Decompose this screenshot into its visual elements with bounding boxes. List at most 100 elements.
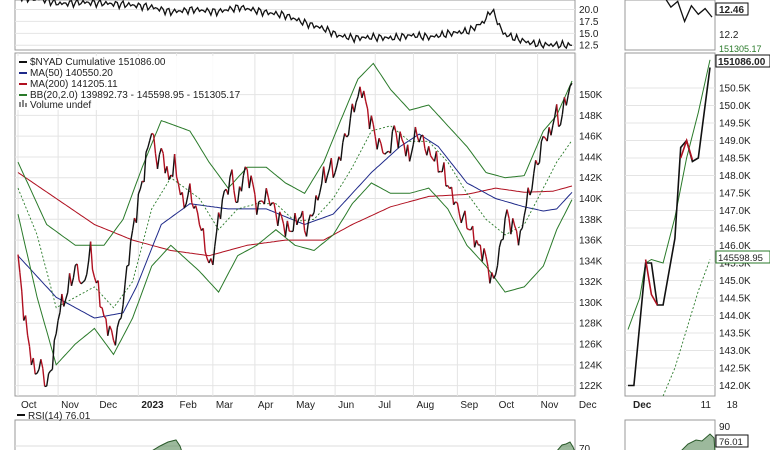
nyad-segment [173, 153, 178, 177]
right-y-tick-label: 147.0K [719, 206, 751, 217]
nyad-segment [76, 263, 80, 281]
y-tick-label: 130K [579, 298, 603, 309]
nyad-segment [313, 195, 317, 213]
x-tick-label: Feb [180, 400, 198, 411]
nyad-segment [455, 201, 458, 204]
legend-item-volume: Volume undef [19, 100, 91, 111]
nyad-segment [265, 188, 269, 198]
right-top-indicator-line [665, 0, 713, 24]
nyad-segment [196, 212, 201, 226]
right-top-tick-12-2: 12.2 [719, 30, 739, 41]
x-tick-label: Nov [61, 400, 79, 411]
right-y-tick-label: 146.0K [719, 241, 751, 252]
nyad-segment [305, 221, 310, 237]
nyad-segment [472, 225, 476, 248]
nyad-segment [529, 189, 533, 196]
nyad-segment [84, 273, 88, 281]
nyad-segment [296, 218, 300, 226]
nyad-segment [17, 254, 21, 273]
nyad-segment [556, 104, 560, 127]
nyad-segment [473, 240, 478, 248]
nyad-segment [221, 190, 225, 200]
nyad-segment [63, 298, 67, 307]
nyad-segment [114, 327, 118, 346]
nyad-segment [156, 154, 161, 169]
chart-legend: $NYAD Cumulative 151086.00 MA(50) 140550… [17, 56, 241, 111]
y-tick-label: 134K [579, 256, 603, 267]
nyad-segment [70, 277, 75, 286]
nyad-segment [254, 194, 258, 215]
nyad-segment [61, 293, 65, 307]
nyad-segment [506, 209, 510, 219]
right-badge-mid: 145598.95 [718, 253, 763, 264]
nyad-segment [347, 118, 352, 136]
right-rsi-badge: 76.01 [719, 437, 743, 448]
legend-label-ma200: MA(200) 141205.11 [30, 79, 118, 90]
right-y-tick-label: 150.5K [719, 84, 751, 95]
x-tick-label: Mar [216, 400, 234, 411]
nyad-segment [378, 137, 382, 144]
nyad-segment [533, 160, 537, 174]
nyad-segment [298, 216, 302, 220]
nyad-segment [485, 256, 489, 267]
nyad-segment [231, 169, 235, 191]
right-y-tick-label: 144.5K [719, 294, 751, 305]
right-nyad-decline-segment [679, 137, 694, 161]
nyad-segment [177, 184, 182, 196]
nyad-segment [546, 127, 550, 142]
nyad-segment [525, 187, 529, 207]
nyad-segment [537, 162, 541, 166]
nyad-segment [363, 90, 367, 102]
nyad-segment [212, 246, 216, 265]
legend-item-ma200: MA(200) 141205.11 [19, 79, 118, 90]
nyad-segment [475, 239, 480, 246]
nyad-segment [237, 186, 241, 203]
y-tick-label: 144K [579, 152, 603, 163]
right-badge-upper: 151305.17 [719, 44, 762, 54]
nyad-segment [67, 273, 71, 293]
nyad-segment [366, 108, 371, 130]
right-zoom-panel: 150.5K 150.0K 149.5K 149.0K 148.5K 148.0K 147.… [624, 44, 770, 411]
right-rsi-tick-90: 90 [719, 422, 731, 433]
x-tick-label: Jun [338, 400, 354, 411]
nyad-segment [414, 126, 418, 137]
nyad-segment [91, 269, 96, 278]
x-tick-label: May [296, 400, 315, 411]
top-y-tick-label: 17.5 [579, 17, 599, 28]
nyad-segment [181, 192, 185, 209]
nyad-segment [28, 346, 33, 366]
nyad-segment [107, 325, 111, 336]
nyad-segment [118, 317, 122, 321]
y-tick-label: 148K [579, 111, 603, 122]
nyad-segment [346, 134, 349, 138]
top-y-tick-label: 15.0 [579, 29, 599, 40]
nyad-segment [418, 135, 422, 143]
nyad-segment [307, 214, 311, 222]
right-y-tick-label: 150.0K [719, 101, 751, 112]
right-y-tick-label: 142.5K [719, 364, 751, 375]
nyad-segment [502, 218, 506, 240]
nyad-segment [372, 124, 376, 137]
right-y-tick-label: 149.0K [719, 136, 751, 147]
nyad-segment [565, 94, 569, 106]
nyad-segment [93, 276, 97, 284]
nyad-segment [214, 231, 218, 247]
nyad-segment [569, 82, 573, 87]
nyad-segment [294, 212, 298, 226]
x-tick-label: Dec [99, 400, 117, 411]
legend-label-ma50: MA(50) 140550.20 [30, 68, 113, 79]
nyad-segment [137, 188, 141, 195]
nyad-segment [277, 211, 281, 226]
x-tick-label: Sep [460, 400, 478, 411]
nyad-segment [284, 220, 289, 237]
y-tick-label: 146K [579, 132, 603, 143]
nyad-segment [135, 193, 140, 223]
nyad-segment [53, 333, 57, 341]
nyad-segment [168, 174, 172, 181]
right-top-value-badge: 12.46 [719, 5, 744, 16]
nyad-segment [242, 166, 246, 176]
nyad-segment [479, 244, 483, 262]
nyad-segment [204, 251, 208, 259]
nyad-segment [68, 273, 73, 286]
